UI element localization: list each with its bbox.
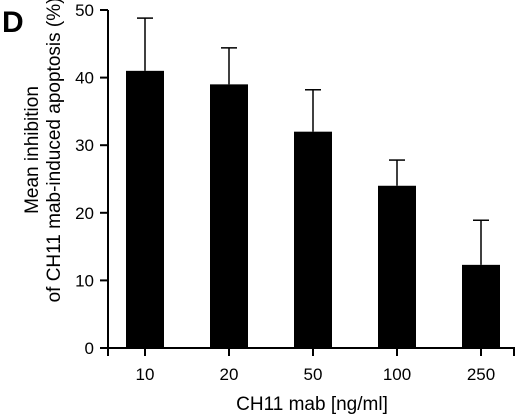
bar <box>210 84 248 349</box>
y-tick-label: 50 <box>75 1 94 20</box>
x-tick-label: 50 <box>304 365 323 384</box>
y-axis-title: Mean inhibition of CH11 mab-induced apop… <box>22 0 65 302</box>
x-tick-label: 250 <box>467 365 495 384</box>
y-ticks-group: 0 10 20 30 40 50 <box>75 1 108 358</box>
bar <box>126 70 164 348</box>
y-tick-label: 30 <box>75 136 94 155</box>
panel-label: D <box>2 6 24 39</box>
bars-group <box>126 70 500 349</box>
x-tick-label: 100 <box>383 365 411 384</box>
x-tick-label: 20 <box>220 365 239 384</box>
y-tick-label: 0 <box>85 339 94 358</box>
y-axis-title-line-1: Mean inhibition <box>22 86 43 214</box>
x-tick-label: 10 <box>136 365 155 384</box>
bar <box>462 264 500 348</box>
bar <box>378 185 416 348</box>
x-axis-title: CH11 mab [ng/ml] <box>236 394 388 415</box>
x-ticks-group: 10 20 50 100 250 <box>107 348 515 384</box>
y-axis-title-line-2: of CH11 mab-induced apoptosis (%) <box>44 0 65 302</box>
error-bars-group <box>137 17 489 265</box>
y-tick-label: 10 <box>75 271 94 290</box>
bar <box>294 131 332 348</box>
y-tick-label: 40 <box>75 69 94 88</box>
y-tick-label: 20 <box>75 204 94 223</box>
